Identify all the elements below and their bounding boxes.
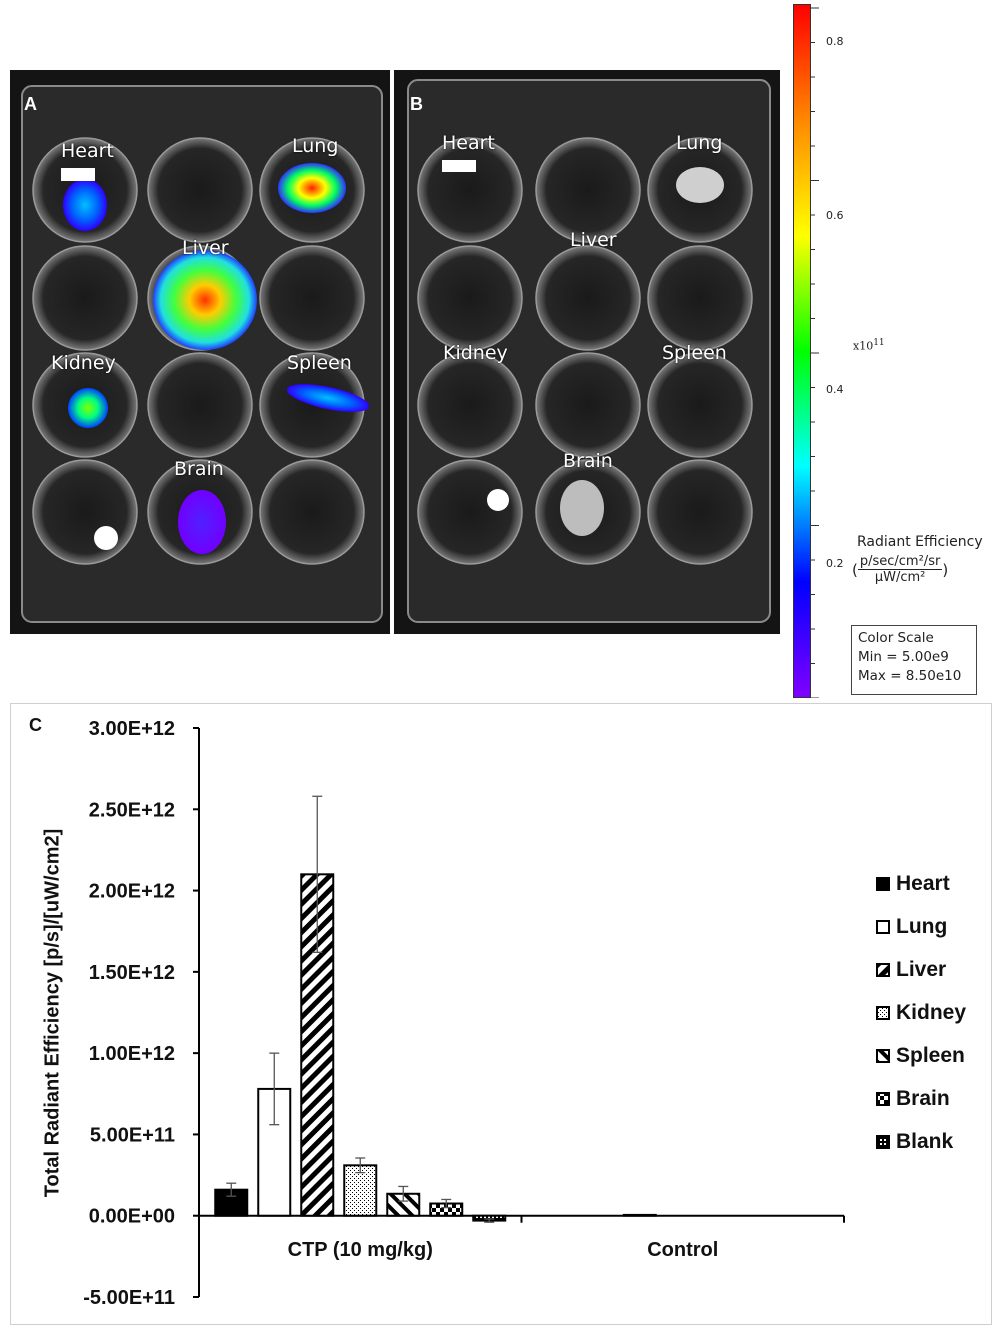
kidney-signal-a [68,388,108,428]
chart-frame [10,703,992,1325]
lung-label-a: Lung [292,135,339,157]
legend-label-lung: Lung [896,915,948,938]
bar-liver-1 [622,1213,657,1217]
well-b-1-2 [647,245,753,351]
y-tick-label: 3.00E+12 [89,718,175,740]
bar-chart: 3.00E+12 2.50E+12 2.00E+12 1.50E+12 1.00E+12… [83,718,845,1309]
legend-swatch-blank [876,1135,890,1149]
well-b-2-2 [647,352,753,458]
legend-label-blank: Blank [896,1130,954,1153]
colorbar-tick-0.6: 0.6 [826,209,844,222]
legend-item-heart: Heart [876,872,950,896]
color-scale-max: Max = 8.50e10 [858,668,962,684]
panel-b-letter: B [410,94,423,114]
colorbar-tick-0.2: 0.2 [826,557,844,570]
spleen-signal-a [286,384,370,412]
legend-swatch-kidney [876,1006,890,1020]
brain-signal-a [178,490,226,554]
legend-swatch-liver [876,963,890,977]
legend-item-lung: Lung [876,915,947,939]
heart-label-b: Heart [442,132,495,154]
y-tick-label: 2.50E+12 [89,799,175,821]
legend-swatch-brain [876,1092,890,1106]
legend-swatch-spleen [876,1049,890,1063]
legend-label-kidney: Kidney [896,1001,967,1024]
legend-item-spleen: Spleen [876,1044,965,1068]
y-tick-label: 1.00E+12 [89,1043,175,1065]
kidney-label-a: Kidney [51,352,116,374]
legend-swatch-heart [876,877,890,891]
panel-a-letter: A [24,94,37,114]
colorbar-unit-denominator: µW/cm² [874,570,926,585]
colorbar-gradient [793,4,811,698]
y-tick-label: 1.50E+12 [89,962,175,984]
legend-item-kidney: Kidney [876,1001,966,1025]
legend-label-brain: Brain [896,1087,950,1110]
x-category-label: CTP (10 mg/kg) [288,1239,433,1261]
colorbar-unit-numerator: p/sec/cm²/sr [857,554,943,570]
brain-label-b: Brain [563,450,613,472]
well-b-1-1 [535,245,641,351]
well-b-0-1 [535,137,641,243]
kidney-label-b: Kidney [443,342,508,364]
color-scale-title: Color Scale [858,630,934,646]
brain-tissue-b [560,480,604,536]
legend-swatch-lung [876,920,890,934]
bar-kidney-0 [343,1164,378,1217]
colorbar-unit: ( p/sec/cm²/sr µW/cm² ) [852,554,949,585]
lung-tissue-b [676,167,724,203]
colorbar-multiplier: x1011 [853,338,885,353]
imaging-panels [10,70,780,634]
colorbar-title: Radiant Efficiency [857,534,983,550]
well-b-3-2 [647,459,753,565]
y-tick-label: 5.00E+11 [90,1124,175,1146]
well-a-1-2 [259,245,365,351]
colorbar-tick-0.8: 0.8 [826,35,844,48]
colorbar-tick-0.4: 0.4 [826,383,844,396]
well-b-2-0 [417,352,523,458]
color-scale-min: Min = 5.00e9 [858,649,949,665]
legend-label-liver: Liver [896,958,947,981]
x-category-label: Control [647,1239,718,1261]
lung-label-b: Lung [676,132,723,154]
legend-item-liver: Liver [876,958,946,982]
reference-spot-b [487,489,509,511]
panel-c-letter: C [29,715,42,735]
legend-label-heart: Heart [896,872,950,895]
heart-label-a: Heart [61,140,114,162]
y-tick-label: -5.00E+11 [83,1287,175,1309]
well-a-2-1 [147,352,253,458]
well-a-3-2 [259,459,365,565]
well-b-2-1 [535,352,641,458]
liver-label-b: Liver [570,229,617,251]
legend-label-spleen: Spleen [896,1044,965,1067]
lung-signal-a [278,163,346,213]
legend-item-blank: Blank [876,1130,953,1154]
well-b-1-0 [417,245,523,351]
y-tick-label: 2.00E+12 [89,881,175,903]
liver-label-a: Liver [182,237,229,259]
y-axis-label: Total Radiant Efficiency [p/s]/[uW/cm2] [41,828,64,1198]
spleen-label-a: Spleen [287,352,352,374]
well-b-3-0 [417,459,523,565]
well-a-3-0 [32,459,138,565]
liver-signal-a [153,250,257,350]
well-a-1-0 [32,245,138,351]
colorbar-ticks [811,7,819,698]
color-scale-box: Color Scale Min = 5.00e9 Max = 8.50e10 [851,625,977,695]
spleen-label-b: Spleen [662,342,727,364]
reference-spot-a [94,526,118,550]
legend-item-brain: Brain [876,1087,950,1111]
heart-signal-a [63,179,107,231]
well-a-0-1 [147,137,253,243]
y-tick-label: 0.00E+00 [89,1206,175,1228]
brain-label-a: Brain [174,458,224,480]
